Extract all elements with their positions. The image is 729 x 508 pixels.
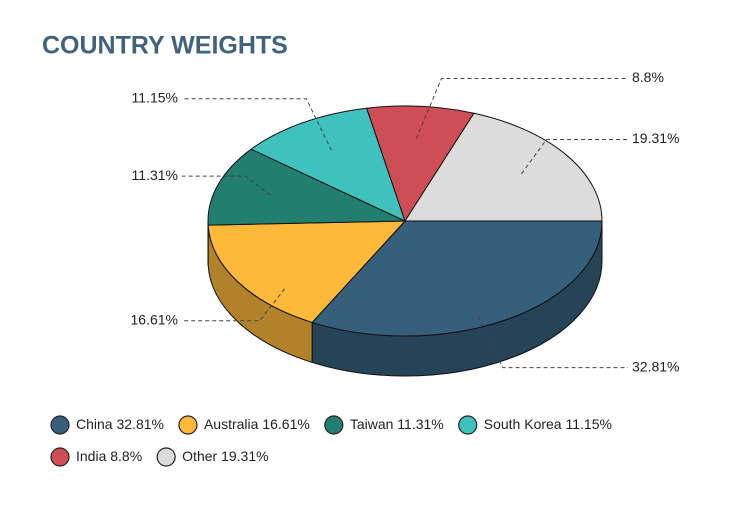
leader-line [416,77,628,139]
data-label: 19.31% [632,130,679,146]
legend-item: India 8.8% [50,447,142,467]
leader-line [182,288,286,322]
legend-value: 11.15% [565,416,611,432]
legend: China 32.81% Australia 16.61% Taiwan 11.31… [50,415,612,467]
legend-label: China 32.81% [76,416,164,432]
legend-name: Australia [204,416,259,432]
leader-line [182,175,271,196]
legend-value: 16.61% [262,416,309,432]
legend-name: South Korea [484,416,562,432]
data-label: 32.81% [632,358,679,374]
pie-slice [366,105,475,223]
legend-swatch [50,447,70,467]
pie-slice [207,148,406,226]
legend-swatch [324,415,344,435]
pie-tops [207,105,603,337]
legend-label: Taiwan 11.31% [350,416,444,432]
legend-value: 8.8% [110,448,142,464]
legend-swatch [50,415,70,435]
data-label: 11.31% [132,167,178,183]
legend-item: Australia 16.61% [178,415,310,435]
data-label: 16.61% [131,311,178,327]
legend-item: China 32.81% [50,415,164,435]
pie-slice [404,112,603,222]
legend-label: Australia 16.61% [204,416,310,432]
pie-slice [207,220,407,323]
pie-slice [250,107,406,222]
leader-line [521,138,628,175]
legend-label: South Korea 11.15% [484,416,612,432]
leader-line [477,315,628,369]
legend-item: Taiwan 11.31% [324,415,444,435]
legend-value: 32.81% [116,416,163,432]
legend-label: India 8.8% [76,448,142,464]
data-labels: 32.81% 16.61% 11.31% 11.15% 8.8% 19.31% [131,69,680,374]
legend-label: Other 19.31% [182,448,268,464]
leader-line [182,98,332,151]
legend-swatch [458,415,478,435]
pie-slice [311,220,603,337]
legend-swatch [178,415,198,435]
legend-item: South Korea 11.15% [458,415,612,435]
legend-name: China [76,416,113,432]
data-label: 8.8% [632,69,664,85]
legend-swatch [156,447,176,467]
legend-value: 11.31% [397,416,443,432]
legend-name: Other [182,448,217,464]
data-label: 11.15% [132,89,178,105]
legend-value: 19.31% [221,448,268,464]
chart-title: COUNTRY WEIGHTS [42,32,288,60]
legend-name: India [76,448,107,464]
legend-name: Taiwan [350,416,394,432]
legend-item: Other 19.31% [156,447,269,467]
